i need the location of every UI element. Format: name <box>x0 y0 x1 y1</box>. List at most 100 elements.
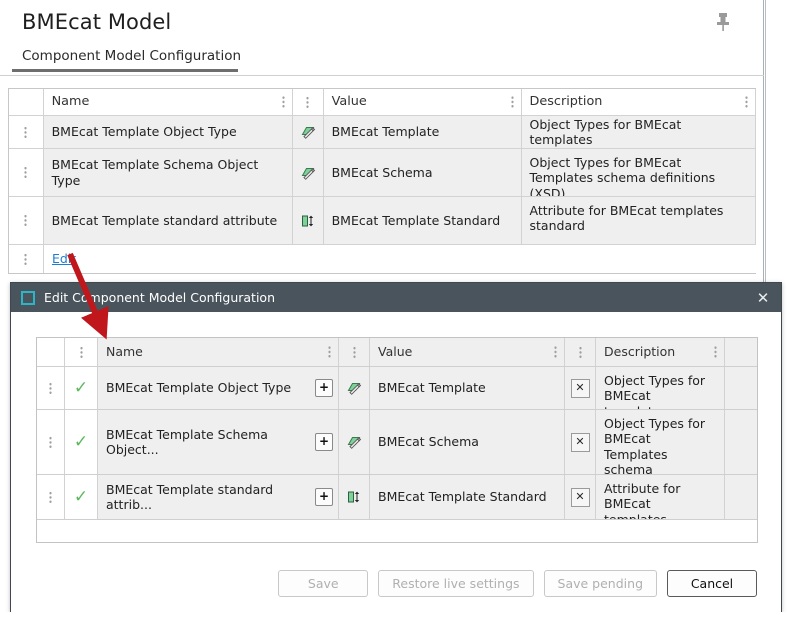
dialog-column-header-name[interactable]: Name <box>98 338 339 366</box>
dialog-grid-footer-cell <box>37 520 757 542</box>
edit-link[interactable]: Edit <box>51 251 77 267</box>
pin-icon[interactable] <box>713 11 733 33</box>
object-type-icon <box>293 116 324 148</box>
tab-component-model-configuration[interactable]: Component Model Configuration <box>22 48 242 64</box>
check-icon: ✓ <box>73 377 89 398</box>
row-drag-handle[interactable] <box>9 197 44 244</box>
column-header-description[interactable]: Description <box>522 89 757 115</box>
attribute-icon <box>293 197 324 244</box>
grid-body: Name Value Description <box>9 89 757 273</box>
save-button[interactable]: Save <box>278 570 369 597</box>
table-row[interactable]: ✓ BMEcat Template standard attrib... + <box>37 475 757 520</box>
column-menu-icon[interactable] <box>554 345 557 359</box>
add-button[interactable]: + <box>315 379 333 397</box>
object-type-icon <box>293 149 324 196</box>
add-button[interactable]: + <box>315 433 333 451</box>
cell-name-label: BMEcat Template Object Type <box>106 380 292 396</box>
dialog-body: Name Value Description <box>11 312 781 613</box>
row-status-cell: ✓ <box>65 410 98 474</box>
cell-name: BMEcat Template standard attribute <box>44 197 293 244</box>
dialog-titlebar: Edit Component Model Configuration ✕ <box>11 283 781 312</box>
header-remove-cell[interactable] <box>565 338 596 366</box>
dialog-column-header-description[interactable]: Description <box>596 338 725 366</box>
object-type-icon <box>339 410 370 474</box>
dialog-title: Edit Component Model Configuration <box>44 290 275 305</box>
dialog-column-header-description-label: Description <box>604 344 676 360</box>
row-drag-handle[interactable] <box>9 245 44 273</box>
row-drag-handle[interactable] <box>37 475 65 519</box>
column-header-description-label: Description <box>529 94 603 110</box>
cell-name: BMEcat Template Object Type + <box>98 367 339 409</box>
table-row[interactable]: ✓ BMEcat Template Object Type + <box>37 367 757 410</box>
row-drag-handle[interactable] <box>37 367 65 409</box>
row-menu-icon[interactable] <box>24 125 28 139</box>
cell-value: BMEcat Template <box>324 116 522 148</box>
row-menu-icon[interactable] <box>24 214 28 227</box>
column-menu-icon[interactable] <box>578 345 582 359</box>
check-icon: ✓ <box>73 486 89 507</box>
row-drag-handle[interactable] <box>9 116 44 148</box>
column-header-value[interactable]: Value <box>324 89 522 115</box>
component-model-grid: Name Value Description <box>8 88 757 274</box>
edit-component-model-dialog: Edit Component Model Configuration ✕ Nam… <box>10 282 782 613</box>
component-square-icon <box>21 290 35 305</box>
row-drag-handle[interactable] <box>37 410 65 474</box>
dialog-column-header-name-label: Name <box>106 344 143 360</box>
column-menu-icon[interactable] <box>510 95 514 109</box>
table-row[interactable]: ✓ BMEcat Template Schema Object... + <box>37 410 757 475</box>
cell-value: BMEcat Template Standard <box>370 475 565 519</box>
column-menu-icon[interactable] <box>352 345 356 359</box>
column-menu-icon[interactable] <box>281 95 285 109</box>
dialog-column-header-value[interactable]: Value <box>370 338 565 366</box>
row-status-cell: ✓ <box>65 367 98 409</box>
column-menu-icon[interactable] <box>714 345 717 359</box>
row-menu-icon[interactable] <box>49 435 52 449</box>
cell-value: BMEcat Template Standard <box>324 197 522 244</box>
column-menu-icon[interactable] <box>745 95 749 109</box>
restore-live-settings-button[interactable]: Restore live settings <box>378 570 534 597</box>
cell-name: BMEcat Template Schema Object... + <box>98 410 339 474</box>
edit-link-cell: Edit <box>44 245 756 273</box>
cell-value: BMEcat Schema <box>370 410 565 474</box>
remove-cell: ✕ <box>565 367 596 409</box>
row-menu-icon[interactable] <box>49 381 52 395</box>
grid-footer-row: Edit <box>9 245 756 273</box>
bottom-strip <box>0 612 790 619</box>
close-icon[interactable]: ✕ <box>756 288 770 307</box>
cell-description: Attribute for BMEcat templates standard <box>522 197 757 244</box>
dialog-button-bar: Save Restore live settings Save pending … <box>278 570 757 597</box>
dialog-grid-body: Name Value Description <box>37 338 757 542</box>
dialog-grid: Name Value Description <box>36 337 758 543</box>
tab-active-underline <box>12 69 238 72</box>
cell-description: Object Types for BMEcat Templates schema… <box>522 149 757 196</box>
cell-name-label: BMEcat Template Schema Object... <box>106 426 268 457</box>
remove-button[interactable]: ✕ <box>570 487 590 507</box>
add-button[interactable]: + <box>315 488 333 506</box>
table-row[interactable]: BMEcat Template standard attribute BMEca… <box>9 197 757 245</box>
cell-name: BMEcat Template Schema Object Type <box>44 149 293 196</box>
cancel-button[interactable]: Cancel <box>667 570 757 597</box>
save-pending-button[interactable]: Save pending <box>543 570 657 597</box>
dialog-column-header-value-label: Value <box>378 344 413 360</box>
header-icon-cell[interactable] <box>339 338 370 366</box>
header-handle-cell <box>37 338 65 366</box>
row-menu-icon[interactable] <box>24 166 28 179</box>
column-header-value-label: Value <box>331 94 367 110</box>
header-divider <box>0 75 764 76</box>
row-menu-icon[interactable] <box>24 252 28 266</box>
column-menu-icon[interactable] <box>79 345 83 359</box>
remove-button[interactable]: ✕ <box>570 378 590 398</box>
column-menu-icon[interactable] <box>328 345 331 359</box>
cell-value: BMEcat Schema <box>324 149 522 196</box>
header-icon-cell[interactable] <box>293 89 324 115</box>
object-type-icon <box>339 367 370 409</box>
table-row[interactable]: BMEcat Template Object Type BMEcat Templ… <box>9 116 757 149</box>
remove-button[interactable]: ✕ <box>570 432 590 452</box>
cell-value: BMEcat Template <box>370 367 565 409</box>
column-menu-icon[interactable] <box>306 95 310 109</box>
column-header-name[interactable]: Name <box>44 89 293 115</box>
row-drag-handle[interactable] <box>9 149 44 196</box>
header-status-cell[interactable] <box>65 338 98 366</box>
row-menu-icon[interactable] <box>49 490 52 504</box>
table-row[interactable]: BMEcat Template Schema Object Type BMEca… <box>9 149 757 197</box>
